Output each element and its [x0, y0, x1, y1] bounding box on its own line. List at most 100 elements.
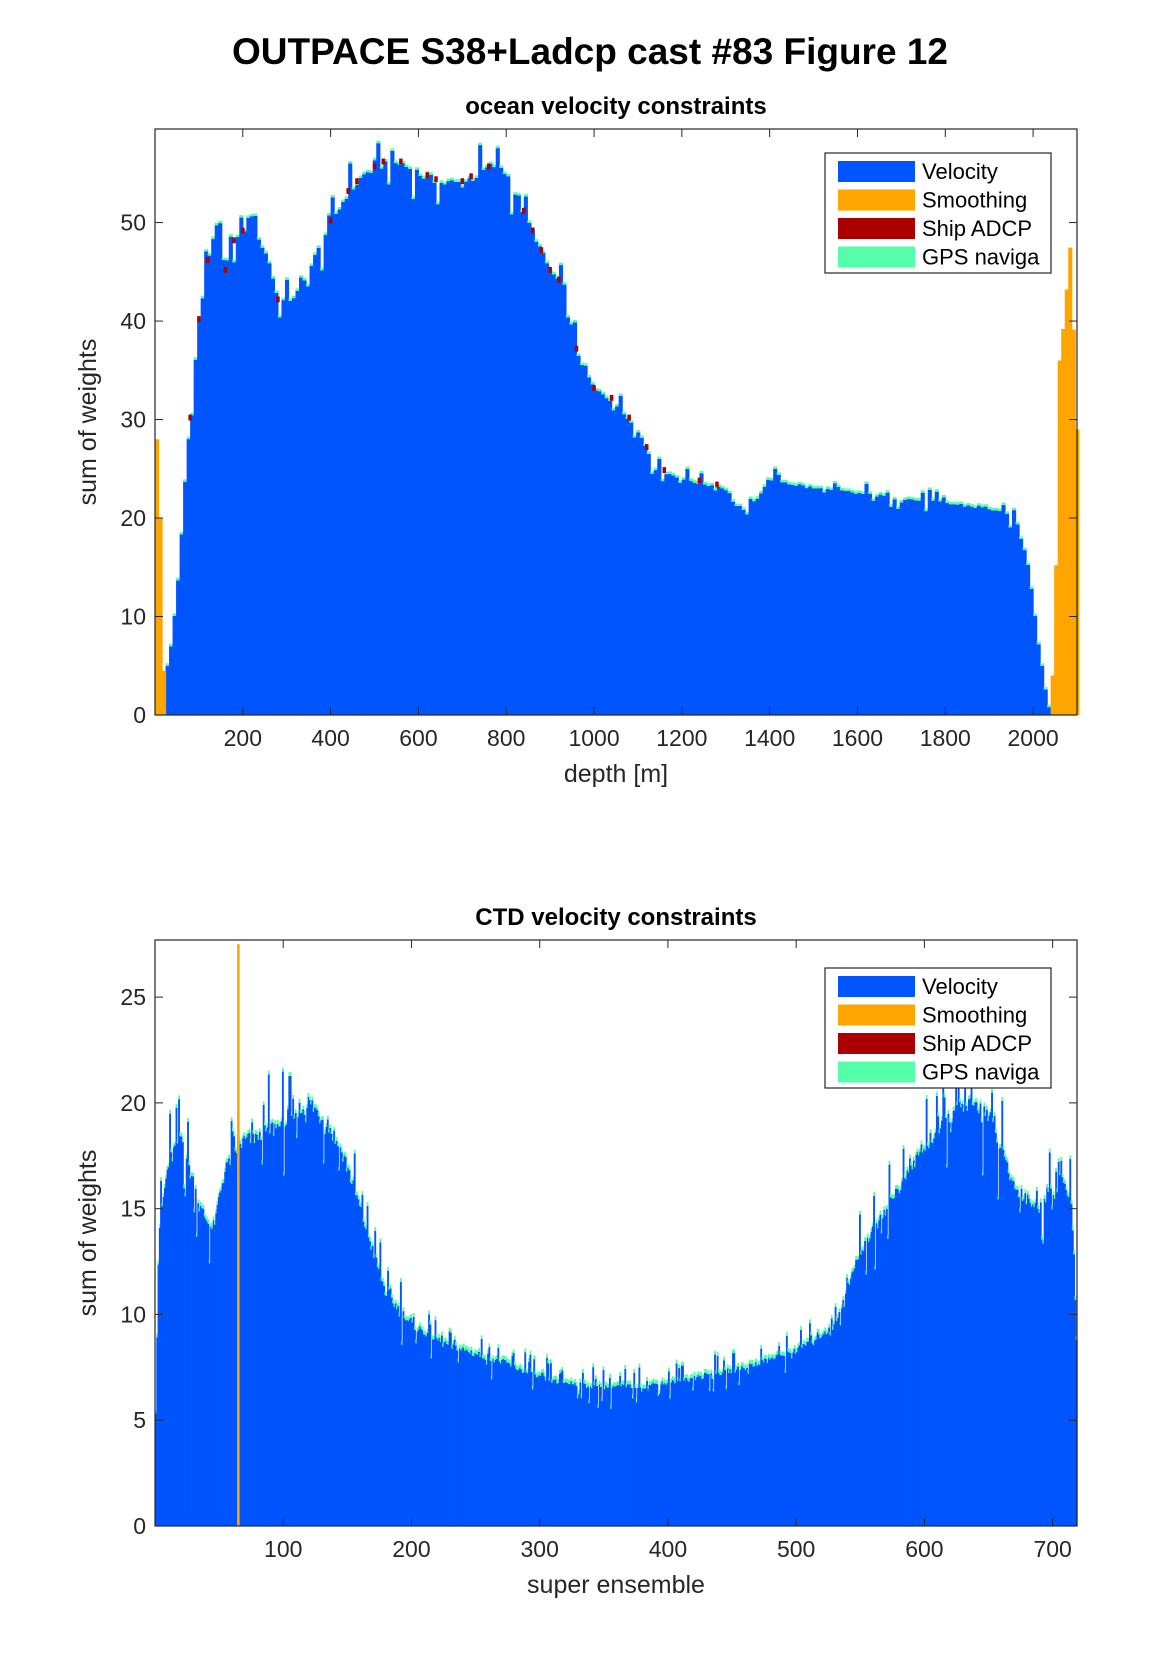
bar-gps: [688, 1377, 691, 1382]
bar-gps: [1001, 1097, 1004, 1101]
bar-gps: [869, 1234, 872, 1239]
bar-velocity: [933, 1137, 936, 1526]
bar-gps: [717, 1368, 720, 1373]
bar-gps: [804, 485, 809, 489]
bar-gps: [320, 1116, 323, 1121]
bar-velocity: [646, 1380, 649, 1526]
bar-velocity: [974, 1102, 977, 1526]
bar-gps: [1010, 1174, 1013, 1179]
bar-gps: [387, 1267, 389, 1271]
bar-gps: [868, 491, 873, 494]
bar-gps: [512, 1349, 515, 1354]
bar-velocity: [847, 1283, 850, 1526]
bar-velocity: [248, 1132, 251, 1526]
bar-velocity: [738, 506, 743, 715]
bar-velocity: [774, 1358, 777, 1526]
bar-gps: [702, 482, 708, 485]
bar-velocity: [775, 1355, 778, 1526]
bar-gps: [773, 466, 778, 469]
bar-velocity: [855, 1259, 858, 1526]
bar-gps: [1051, 1205, 1054, 1210]
x-tick-label: 800: [487, 725, 525, 751]
bar-gps: [402, 1307, 405, 1312]
bar-gps: [1023, 1195, 1026, 1200]
bar-gps: [356, 1191, 359, 1196]
bar-gps: [424, 1331, 427, 1335]
bar-gps: [850, 490, 855, 493]
bar-gps: [584, 1380, 587, 1385]
bar-gps: [403, 1314, 406, 1319]
bar-velocity: [780, 482, 785, 715]
bar-velocity: [885, 492, 890, 715]
bar-velocity: [306, 1107, 309, 1526]
bar-velocity: [530, 1371, 533, 1526]
bar-velocity: [707, 1374, 710, 1526]
bar-gps: [1044, 1198, 1047, 1203]
bar-velocity: [871, 500, 876, 715]
bar-ship-adcp: [662, 467, 667, 474]
bar-gps: [569, 321, 574, 325]
bar-velocity: [516, 195, 521, 716]
bar-velocity: [215, 1213, 218, 1526]
bar-gps: [832, 1326, 834, 1330]
bar-gps: [420, 1324, 423, 1329]
bar-velocity: [994, 1132, 997, 1526]
bar-gps: [442, 1343, 445, 1347]
bar-gps: [811, 1339, 814, 1344]
bar-ship-adcp: [346, 188, 350, 195]
bar-velocity: [267, 263, 272, 715]
legend-swatch: [838, 1061, 915, 1083]
bar-gps: [769, 477, 774, 481]
bar-gps: [824, 1327, 827, 1332]
bar-velocity: [997, 1199, 1000, 1526]
bar-gps: [594, 387, 599, 391]
bar-gps: [805, 1341, 808, 1346]
bar-velocity: [258, 1132, 261, 1526]
bar-gps: [274, 290, 279, 293]
bar-velocity: [162, 1196, 165, 1526]
bar-gps: [907, 1168, 910, 1173]
bar-velocity: [931, 500, 936, 715]
bar-gps: [759, 490, 764, 494]
bar-gps: [882, 493, 887, 496]
bar-velocity: [183, 1188, 186, 1526]
bar-velocity: [369, 172, 374, 715]
bar-gps: [583, 363, 588, 366]
bar-gps: [710, 1369, 713, 1374]
bar-gps: [789, 1349, 792, 1354]
bar-gps: [263, 1121, 266, 1126]
bar-gps: [338, 1166, 341, 1171]
bar-gps: [564, 1378, 566, 1383]
bar-velocity: [283, 1175, 286, 1526]
bar-velocity: [453, 1339, 456, 1526]
bar-gps: [684, 1374, 687, 1379]
bar-velocity: [709, 485, 715, 715]
bar-gps: [610, 1405, 613, 1409]
bar-gps: [588, 1399, 591, 1404]
bar-velocity: [571, 1384, 574, 1526]
bar-gps: [618, 393, 623, 396]
bar-gps: [605, 1381, 607, 1386]
bar-smoothing: [1068, 247, 1073, 715]
bar-gps: [229, 1160, 232, 1165]
bar-velocity: [524, 1352, 527, 1526]
bar-velocity: [608, 400, 613, 715]
bar-velocity: [381, 1281, 384, 1526]
bar-gps: [802, 1340, 805, 1344]
bar-gps: [770, 1354, 773, 1359]
bar-velocity: [1000, 1147, 1002, 1526]
bar-gps: [741, 1362, 743, 1366]
bar-gps: [934, 489, 939, 492]
bar-velocity: [174, 1145, 177, 1526]
bar-velocity: [825, 488, 830, 715]
bar-gps: [380, 1276, 383, 1281]
legend-label: GPS naviga: [922, 245, 1040, 270]
bar-velocity: [916, 1152, 919, 1526]
bar-gps: [697, 1371, 700, 1376]
bar-gps: [716, 1351, 719, 1356]
bar-gps: [815, 1335, 818, 1340]
bar-gps: [288, 1072, 291, 1077]
bar-velocity: [1037, 1208, 1040, 1526]
bar-velocity: [224, 1171, 227, 1526]
bar-gps: [906, 1166, 909, 1171]
